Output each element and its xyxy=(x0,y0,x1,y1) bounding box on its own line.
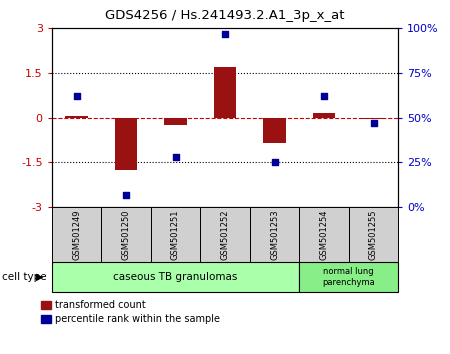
Point xyxy=(73,93,80,99)
Bar xyxy=(299,262,398,292)
Point xyxy=(122,192,130,198)
Text: GSM501252: GSM501252 xyxy=(220,209,230,260)
Bar xyxy=(362,118,385,119)
Text: GSM501254: GSM501254 xyxy=(320,209,328,260)
Bar xyxy=(52,262,299,292)
Text: GSM501251: GSM501251 xyxy=(171,209,180,260)
Text: cell type: cell type xyxy=(2,272,47,282)
Text: ▶: ▶ xyxy=(36,272,43,282)
Text: GSM501250: GSM501250 xyxy=(122,209,130,260)
Text: caseous TB granulomas: caseous TB granulomas xyxy=(113,272,238,282)
Text: GSM501253: GSM501253 xyxy=(270,209,279,260)
Bar xyxy=(349,207,398,262)
Text: normal lung
parenchyma: normal lung parenchyma xyxy=(322,267,375,287)
Bar xyxy=(115,118,137,170)
Point xyxy=(320,93,328,99)
Bar xyxy=(164,118,187,125)
Text: GSM501249: GSM501249 xyxy=(72,209,81,260)
Bar xyxy=(200,207,250,262)
Bar xyxy=(52,207,101,262)
Point xyxy=(370,120,377,126)
Bar xyxy=(250,207,299,262)
Bar xyxy=(214,67,236,118)
Bar xyxy=(299,207,349,262)
Point xyxy=(221,31,229,36)
Point xyxy=(172,154,179,160)
Legend: transformed count, percentile rank within the sample: transformed count, percentile rank withi… xyxy=(41,301,220,324)
Text: GSM501255: GSM501255 xyxy=(369,209,378,260)
Text: GDS4256 / Hs.241493.2.A1_3p_x_at: GDS4256 / Hs.241493.2.A1_3p_x_at xyxy=(105,9,345,22)
Bar xyxy=(151,207,200,262)
Bar xyxy=(101,207,151,262)
Point xyxy=(271,160,278,165)
Bar xyxy=(65,116,88,118)
Bar xyxy=(263,118,286,143)
Bar xyxy=(313,113,335,118)
